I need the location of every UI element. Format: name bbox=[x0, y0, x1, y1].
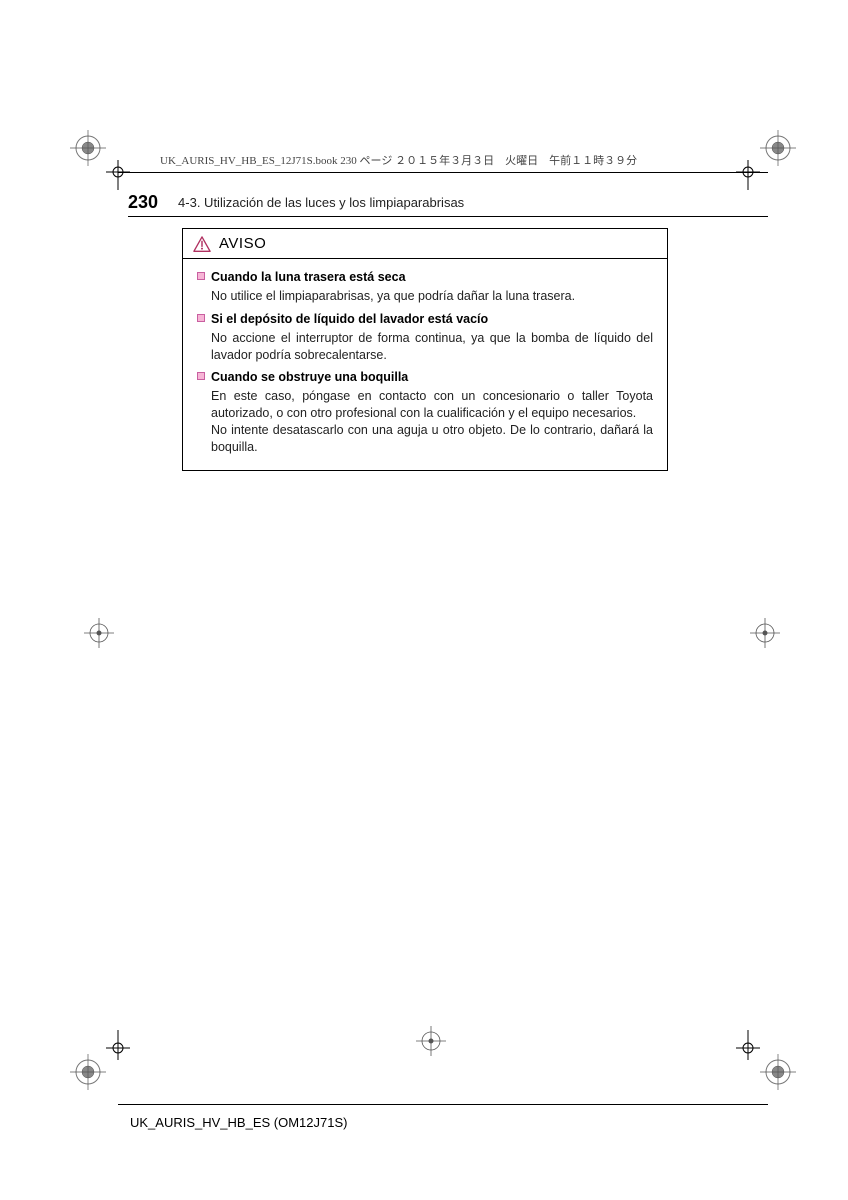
notice-item-heading: Cuando la luna trasera está seca bbox=[211, 269, 406, 286]
header-underline bbox=[128, 216, 768, 217]
notice-item: Si el depósito de líquido del lavador es… bbox=[197, 311, 653, 328]
reg-mark-left bbox=[84, 618, 114, 648]
bullet-icon bbox=[197, 272, 205, 280]
notice-item-heading: Si el depósito de líquido del lavador es… bbox=[211, 311, 488, 328]
bullet-icon bbox=[197, 314, 205, 322]
print-header: UK_AURIS_HV_HB_ES_12J71S.book 230 ページ ２０… bbox=[160, 152, 637, 168]
notice-title: AVISO bbox=[219, 235, 266, 252]
reg-mark-bottom bbox=[416, 1026, 446, 1056]
top-rule bbox=[118, 172, 768, 173]
notice-item-body: En este caso, póngase en contacto con un… bbox=[211, 388, 653, 456]
notice-item-heading: Cuando se obstruye una boquilla bbox=[211, 369, 408, 386]
notice-item: Cuando se obstruye una boquilla bbox=[197, 369, 653, 386]
crop-mark-tr bbox=[736, 130, 796, 190]
notice-body: Cuando la luna trasera está seca No util… bbox=[183, 259, 667, 470]
notice-item: Cuando la luna trasera está seca bbox=[197, 269, 653, 286]
notice-head: AVISO bbox=[183, 229, 667, 259]
crop-mark-tl bbox=[70, 130, 130, 190]
page-number: 230 bbox=[128, 192, 158, 213]
footer-doc-id: UK_AURIS_HV_HB_ES (OM12J71S) bbox=[130, 1115, 347, 1130]
reg-mark-right bbox=[750, 618, 780, 648]
section-title: 4-3. Utilización de las luces y los limp… bbox=[178, 195, 464, 210]
bullet-icon bbox=[197, 372, 205, 380]
notice-item-body: No utilice el limpiaparabrisas, ya que p… bbox=[211, 288, 653, 305]
crop-mark-br bbox=[736, 1030, 796, 1090]
notice-box: AVISO Cuando la luna trasera está seca N… bbox=[182, 228, 668, 471]
crop-mark-bl bbox=[70, 1030, 130, 1090]
warning-icon bbox=[193, 236, 211, 252]
page-header: 230 4-3. Utilización de las luces y los … bbox=[128, 192, 768, 213]
notice-item-body: No accione el interruptor de forma conti… bbox=[211, 330, 653, 364]
bottom-rule bbox=[118, 1104, 768, 1105]
